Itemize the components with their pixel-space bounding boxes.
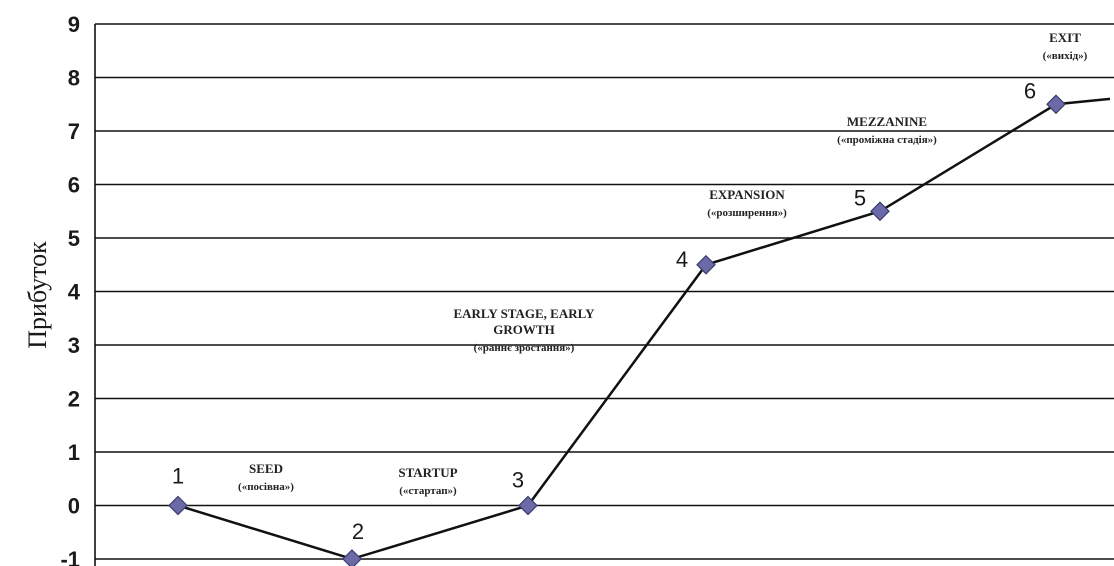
stage-title: MEZZANINE [847, 114, 927, 129]
y-tick-label: 8 [68, 66, 80, 91]
stage-subtitle: («розширення») [707, 207, 787, 219]
stage-title-line2: GROWTH [493, 322, 554, 337]
stage-title: EARLY STAGE, EARLY [453, 306, 595, 321]
series-line [177, 97, 1111, 561]
stage-title: EXIT [1049, 30, 1081, 45]
y-tick-label: 2 [68, 387, 80, 412]
data-marker [518, 495, 538, 516]
y-axis-ticks: -1 0 1 2 3 4 5 6 7 8 9 [60, 12, 80, 566]
stage-subtitle: («вихід») [1043, 50, 1088, 62]
stage-title: SEED [249, 461, 283, 476]
data-marker [870, 201, 890, 222]
data-marker [696, 254, 716, 275]
y-tick-label: 0 [68, 494, 80, 519]
stage-title: STARTUP [398, 465, 457, 480]
y-tick-label: 3 [68, 333, 80, 358]
y-tick-label: 7 [68, 119, 80, 144]
point-label: 6 [1024, 78, 1036, 103]
y-tick-label: 4 [68, 280, 81, 305]
y-tick-label: 6 [68, 173, 80, 198]
stage-subtitle: («проміжна стадія») [837, 134, 937, 146]
data-marker [168, 495, 188, 516]
stage-title: EXPANSION [709, 187, 785, 202]
point-label: 3 [512, 468, 524, 493]
stage-subtitle: («стартап») [399, 485, 457, 497]
y-tick-label: 5 [68, 226, 80, 251]
y-tick-label: 1 [68, 440, 80, 465]
stage-subtitle: («посівна») [238, 481, 294, 493]
data-markers [168, 94, 1066, 566]
y-axis-label: Прибуток [23, 241, 52, 349]
point-labels: 1 2 3 4 5 6 [172, 78, 1036, 544]
data-marker [342, 549, 362, 566]
stage-labels: SEED («посівна») STARTUP («стартап») EARLY S… [238, 30, 1088, 497]
point-label: 1 [172, 464, 184, 489]
y-tick-label: 9 [68, 12, 80, 37]
point-label: 5 [854, 185, 866, 210]
gridlines [94, 23, 1114, 566]
stage-subtitle: («раннє зростання») [474, 342, 575, 354]
y-tick-label: -1 [60, 547, 80, 566]
point-label: 2 [352, 519, 364, 544]
point-label: 4 [676, 247, 688, 272]
data-marker [1046, 94, 1066, 115]
